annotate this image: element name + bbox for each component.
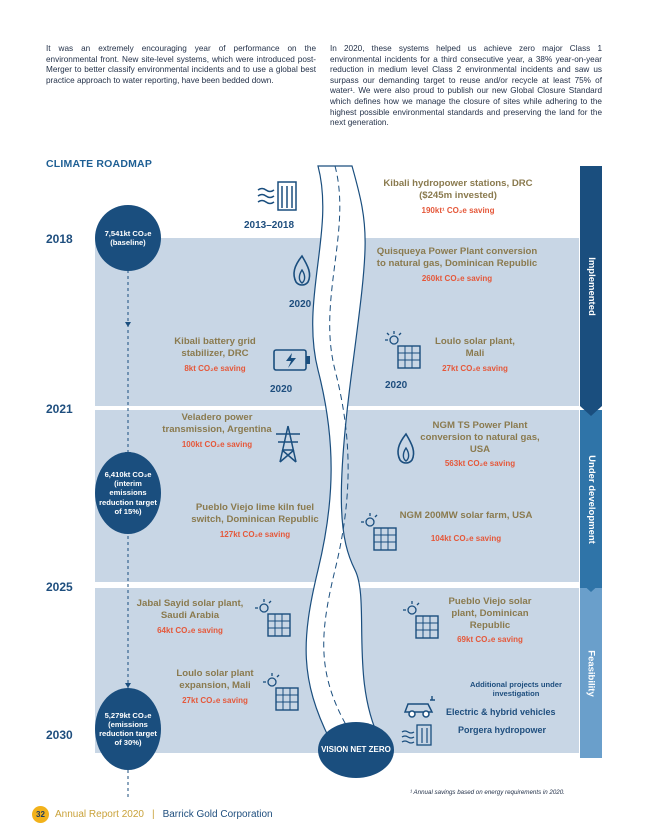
project-name: Loulo solar plant expansion, Mali [176,668,254,691]
project-ngm-ts: NGM TS Power Plant conversion to natural… [410,420,550,469]
project-name: Veladero power transmission, Argentina [162,412,272,435]
project-saving: 563kt CO₂e saving [444,459,516,469]
additional-item: Porgera hydropower [458,725,547,735]
electric-vehicle-icon [403,696,435,718]
flame-icon [293,254,311,286]
vision-net-zero-badge: VISION NET ZERO [318,722,394,778]
solar-icon [361,513,397,551]
project-veladero: Veladero power transmission, Argentina 1… [162,412,272,450]
project-year: 2020 [270,384,293,395]
project-saving: 104kt CO₂e saving [430,533,502,543]
stage-chevron [580,406,602,416]
project-name: NGM 200MW solar farm, USA [399,510,533,521]
emissions-circle-baseline: 7,541kt CO₂e (baseline) [95,205,161,271]
year-label: 2018 [46,232,73,246]
road-shape [305,165,381,741]
project-name: Pueblo Viejo lime kiln fuel switch, Domi… [191,502,319,525]
project-saving: 69kt CO₂e saving [457,635,523,645]
project-year: 2020 [385,380,408,391]
project-ngm-solar: NGM 200MW solar farm, USA 104kt CO₂e sav… [396,510,536,544]
footer-company: Barrick Gold Corporation [162,809,273,820]
stage-under-development: Under development [580,410,602,588]
footer-report-title: Annual Report 2020 [55,809,144,820]
project-year: 2013–2018 [244,220,295,231]
hydro-icon [257,181,297,211]
project-saving: 260kt CO₂e saving [421,273,493,283]
timeline-arrow [125,683,131,688]
project-saving: 27kt CO₂e saving [442,363,508,373]
battery-icon [273,349,310,371]
emissions-circle-target: 5,279kt CO₂e (emissions reduction target… [95,688,161,770]
section-title: CLIMATE ROADMAP [46,158,153,170]
intro-paragraph-right: In 2020, these systems helped us achieve… [330,44,602,128]
project-name: Quisqueya Power Plant conversion to natu… [376,246,538,269]
stage-implemented: Implemented [580,166,602,406]
project-year: 2020 [289,299,312,310]
emissions-circle-interim: 6,410kt CO₂e (interim emissions reductio… [95,452,161,534]
project-saving: 100kt CO₂e saving [181,439,253,449]
project-kibali-hydropower: Kibali hydropower stations, DRC ($245m i… [378,178,538,216]
footer-separator: | [151,809,155,820]
project-name: Kibali battery grid stabilizer, DRC [174,336,256,359]
project-loulo-solar-expansion: Loulo solar plant expansion, Mali 27kt C… [165,668,265,706]
project-saving: 64kt CO₂e saving [157,625,223,635]
timeline-arrow [125,322,131,327]
stage-chevron [580,582,602,592]
project-pueblo-viejo-solar: Pueblo Viejo solar plant, Dominican Repu… [440,596,540,645]
solar-icon [255,599,291,637]
pylon-icon [276,425,300,463]
project-name: Loulo solar plant, Mali [435,336,515,359]
project-saving: 8kt CO₂e saving [184,363,246,373]
project-quisqueya: Quisqueya Power Plant conversion to natu… [372,246,542,284]
page-number: 32 [32,806,49,823]
solar-icon [263,673,299,711]
project-name: Kibali hydropower stations, DRC ($245m i… [383,178,533,201]
project-kibali-battery: Kibali battery grid stabilizer, DRC 8kt … [160,336,270,374]
hydro-icon [401,724,432,746]
year-label: 2025 [46,580,73,594]
project-name: NGM TS Power Plant conversion to natural… [420,420,540,455]
stage-feasibility: Feasibility [580,588,602,758]
project-saving: 127kt CO₂e saving [219,529,291,539]
project-pueblo-viejo-kiln: Pueblo Viejo lime kiln fuel switch, Domi… [190,502,320,540]
project-saving: 27kt CO₂e saving [182,695,248,705]
solar-icon [403,601,439,639]
project-name: Pueblo Viejo solar plant, Dominican Repu… [448,596,532,631]
page-footer: 32 Annual Report 2020 | Barrick Gold Cor… [32,806,273,823]
project-name: Jabal Sayid solar plant, Saudi Arabia [136,598,244,621]
project-loulo-solar: Loulo solar plant, Mali 27kt CO₂e saving [425,336,525,374]
year-label: 2030 [46,728,73,742]
additional-item: Electric & hybrid vehicles [446,707,556,717]
project-saving: 190kt¹ CO₂e saving [421,205,495,215]
intro-paragraph-left: It was an extremely encouraging year of … [46,44,316,85]
flame-icon [397,432,415,464]
road-centerline [323,165,356,741]
additional-projects-title: Additional projects under investigation [470,680,562,699]
solar-icon [385,331,421,369]
project-jabal-sayid: Jabal Sayid solar plant, Saudi Arabia 64… [130,598,250,636]
footnote: ¹ Annual savings based on energy require… [410,789,565,796]
year-label: 2021 [46,402,73,416]
